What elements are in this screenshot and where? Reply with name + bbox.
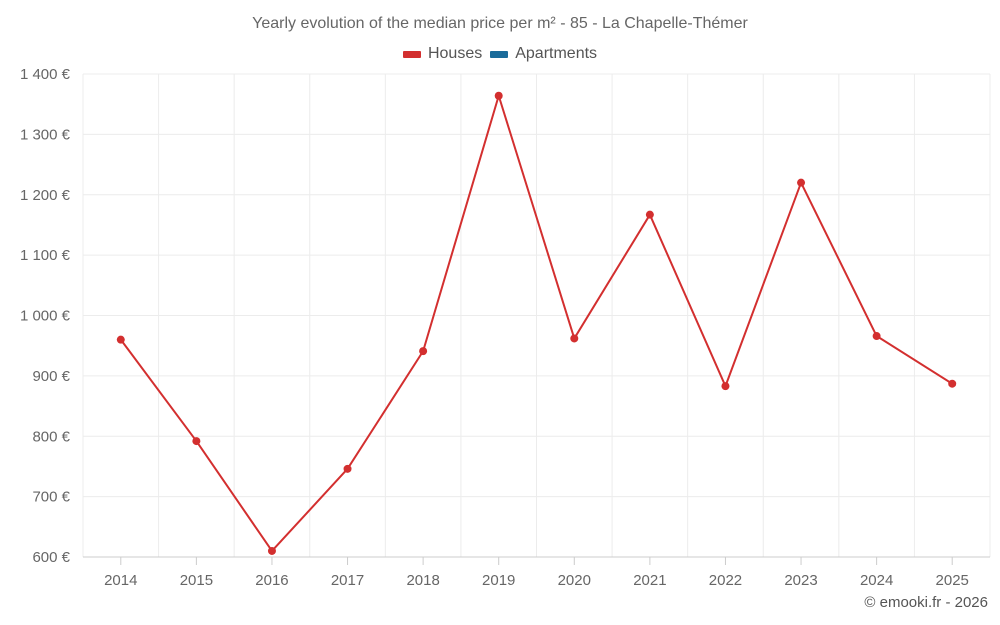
x-tick-label: 2021 bbox=[633, 572, 666, 589]
y-tick-label: 1 000 € bbox=[20, 308, 71, 325]
x-tick-label: 2025 bbox=[936, 572, 969, 589]
y-tick-label: 600 € bbox=[32, 549, 70, 566]
x-tick-label: 2015 bbox=[180, 572, 213, 589]
data-point bbox=[570, 334, 579, 343]
x-tick-label: 2023 bbox=[784, 572, 817, 589]
data-point bbox=[419, 347, 428, 356]
y-tick-label: 1 100 € bbox=[20, 247, 71, 264]
x-tick-label: 2020 bbox=[558, 572, 591, 589]
legend-swatch-apartments bbox=[490, 50, 509, 58]
x-tick-label: 2019 bbox=[482, 572, 515, 589]
data-point bbox=[948, 379, 957, 388]
legend-label-apartments: Apartments bbox=[515, 45, 598, 62]
data-point bbox=[645, 210, 654, 219]
data-point bbox=[494, 91, 503, 100]
x-axis: 2014 2015 2016 2017 2018 2019 2020 2021 2022 2023… bbox=[83, 556, 990, 589]
series-houses bbox=[116, 91, 957, 555]
data-point bbox=[343, 464, 352, 473]
chart-legend: Houses Apartments bbox=[0, 45, 1000, 63]
legend-item-apartments[interactable]: Apartments bbox=[490, 45, 597, 63]
y-tick-label: 800 € bbox=[32, 428, 70, 445]
x-tick-label: 2017 bbox=[331, 572, 364, 589]
grid-lines bbox=[82, 73, 991, 557]
data-point bbox=[267, 546, 276, 555]
series-line-houses bbox=[119, 94, 953, 552]
x-tick-label: 2018 bbox=[406, 572, 439, 589]
chart-title: Yearly evolution of the median price per… bbox=[252, 15, 748, 32]
y-axis: 600 € 700 € 800 € 900 € 1 000 € 1 100 € 1 200 … bbox=[20, 66, 71, 566]
x-tick-label: 2016 bbox=[255, 572, 288, 589]
x-tick-label: 2014 bbox=[104, 572, 137, 589]
data-point bbox=[797, 178, 806, 187]
y-tick-label: 1 200 € bbox=[20, 187, 71, 204]
data-point bbox=[116, 335, 125, 344]
legend-swatch-houses bbox=[402, 50, 421, 58]
data-point bbox=[192, 437, 201, 446]
y-tick-label: 1 300 € bbox=[20, 126, 71, 143]
data-point bbox=[721, 382, 730, 391]
x-tick-label: 2022 bbox=[709, 572, 742, 589]
y-tick-label: 700 € bbox=[32, 489, 70, 506]
y-tick-label: 1 400 € bbox=[20, 66, 71, 83]
y-tick-label: 900 € bbox=[32, 368, 70, 385]
legend-label-houses: Houses bbox=[427, 45, 483, 62]
x-tick-label: 2024 bbox=[860, 572, 893, 589]
data-point bbox=[872, 332, 881, 341]
legend-item-houses[interactable]: Houses bbox=[402, 45, 483, 63]
credit-text: © emooki.fr - 2026 bbox=[864, 594, 988, 611]
